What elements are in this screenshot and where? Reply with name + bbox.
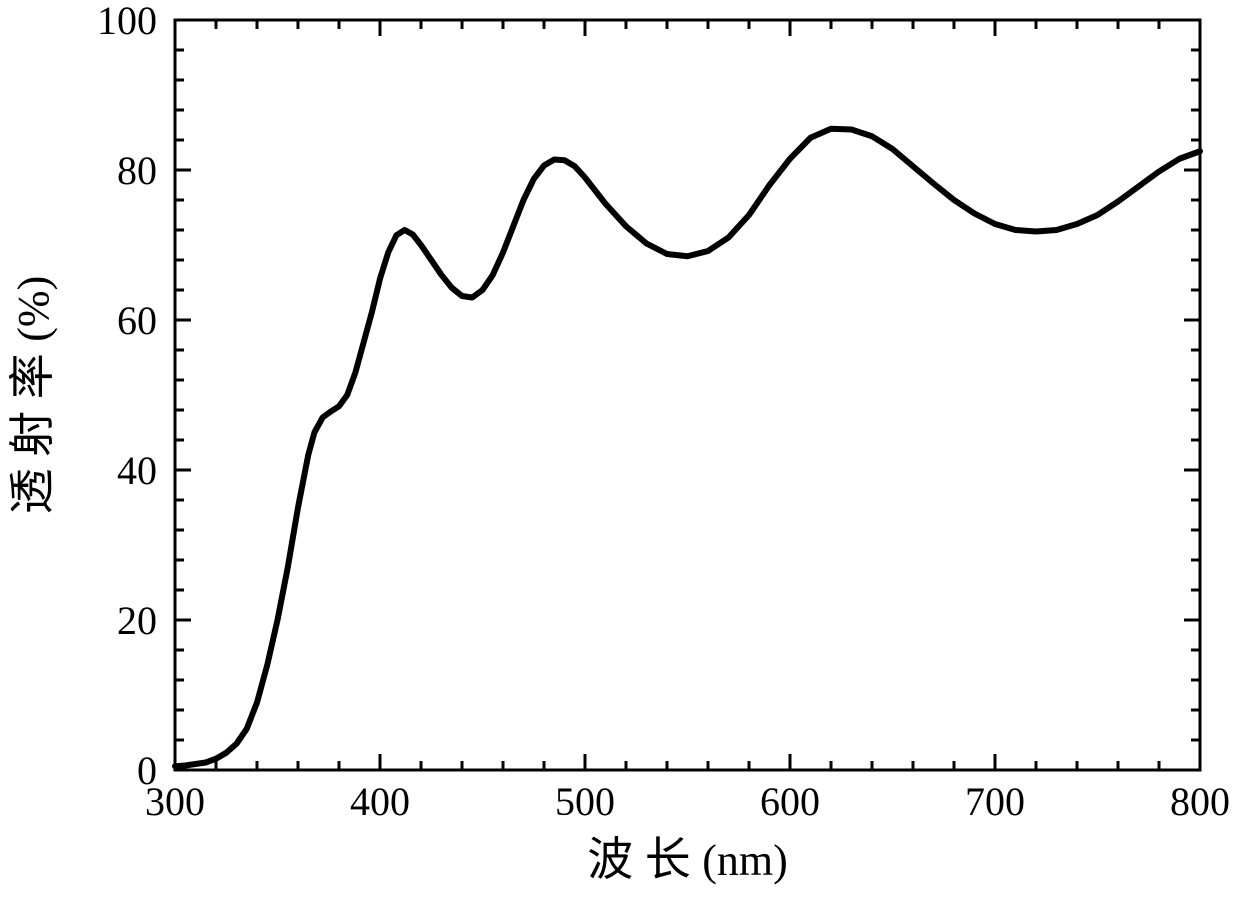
transmittance-chart: 300400500600700800020406080100波 长 (nm)透 …: [0, 0, 1240, 908]
y-tick-label: 100: [97, 0, 157, 43]
y-tick-label: 0: [137, 748, 157, 793]
y-tick-label: 60: [117, 298, 157, 343]
y-axis-label: 透 射 率 (%): [7, 276, 58, 514]
x-axis-label: 波 长 (nm): [587, 834, 788, 885]
y-tick-label: 40: [117, 448, 157, 493]
x-tick-label: 400: [350, 779, 410, 824]
y-tick-label: 20: [117, 598, 157, 643]
series-transmittance: [175, 129, 1200, 767]
x-tick-label: 800: [1170, 779, 1230, 824]
x-tick-label: 600: [760, 779, 820, 824]
chart-container: 300400500600700800020406080100波 长 (nm)透 …: [0, 0, 1240, 908]
x-tick-label: 700: [965, 779, 1025, 824]
y-tick-label: 80: [117, 148, 157, 193]
x-tick-label: 500: [555, 779, 615, 824]
